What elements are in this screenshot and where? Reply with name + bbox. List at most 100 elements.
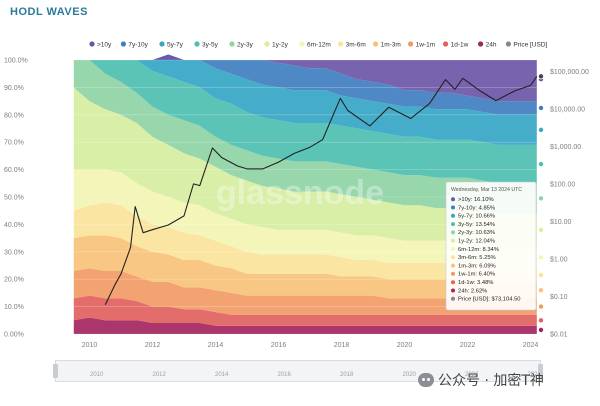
legend-label-gt10y: >10y	[97, 41, 112, 48]
tooltip-box	[445, 181, 537, 311]
navigator-year-label: 2010	[90, 372, 104, 378]
page-title: HODL WAVES	[10, 6, 88, 18]
wave-band-m1_3	[73, 235, 537, 299]
x-tick-label: 2010	[82, 342, 98, 349]
x-tick-label: 2022	[460, 342, 476, 349]
x-tick-label: 2014	[208, 342, 224, 349]
end-marker-y1_2	[538, 226, 545, 233]
tooltip-row: 6m-12m: 8.34%	[458, 247, 499, 253]
end-marker-m3_6	[538, 272, 545, 279]
y2-tick-label: $100,000.00	[550, 69, 589, 76]
y-tick-label: 90.0%	[4, 85, 24, 92]
y2-tick-label: $1.00	[550, 256, 568, 263]
navigator-year-label: 2022	[465, 372, 479, 378]
wave-band-w1_m1	[73, 268, 537, 315]
hodl-waves-chart: >10y 7y-10y 5y-7y 3y-5y 2y-3y 1y-2y 6m-12m 3m-6…	[4, 41, 589, 349]
legend-label-m1_3: 1m-3m	[381, 41, 401, 48]
y2-tick-label: $10.00	[550, 219, 572, 226]
tooltip-row: 1w-1m: 6.40%	[458, 272, 495, 278]
wave-band-y3_5	[73, 60, 537, 184]
legend-swatch-y2_3	[229, 41, 235, 47]
legend-label-y2_3: 2y-3y	[237, 41, 254, 48]
tooltip-swatch	[451, 213, 455, 218]
wechat-watermark: 公众号 · 加密T神	[418, 370, 544, 390]
wave-band-y7_10	[73, 54, 537, 115]
y2-tick-label: $10,000.00	[550, 106, 585, 113]
y-tick-label: 70.0%	[4, 140, 24, 147]
end-marker-price	[538, 73, 545, 80]
legend-label-m3_6: 3m-6m	[346, 41, 366, 48]
legend: >10y 7y-10y 5y-7y 3y-5y 2y-3y 1y-2y 6m-12m 3m-6…	[89, 41, 548, 48]
end-marker-w1_m1	[538, 303, 545, 310]
legend-swatch-y1_2	[264, 41, 270, 47]
wave-band-y5_7	[73, 60, 537, 145]
y-tick-label: 60.0%	[4, 167, 24, 174]
end-marker-y2_3	[538, 195, 545, 202]
x-tick-label: 2020	[397, 342, 413, 349]
tooltip-swatch	[451, 247, 455, 251]
tooltip-row: 5y-7y: 10.66%	[458, 214, 495, 220]
legend-swatch-y7_10	[120, 41, 126, 47]
y2-tick-label: $1,000.00	[550, 144, 581, 151]
end-marker-d1_w1	[538, 317, 545, 324]
tooltip-row: 1y-2y: 12.04%	[458, 239, 495, 245]
series-end-markers	[538, 73, 545, 333]
end-marker-m1_3	[538, 287, 545, 294]
legend-label-m6_12: 6m-12m	[307, 41, 331, 48]
legend-swatch-gt10y	[89, 41, 95, 47]
tooltip-row: 2y-3y: 10.63%	[458, 230, 495, 236]
x-axis: 2010 2012 2014 2016 2018 2020 2022 2024	[82, 342, 539, 349]
tooltip-swatch	[451, 296, 455, 301]
end-marker-y7_10	[538, 104, 545, 111]
tooltip-row: 24h: 2.62%	[458, 288, 487, 294]
x-tick-label: 2016	[271, 342, 287, 349]
tooltip-swatch	[451, 263, 455, 268]
legend-swatch-h24	[478, 41, 484, 47]
y-axis-right: $0.01 $0.10 $1.00 $10.00 $100.00 $1,000.00 $10…	[550, 69, 589, 339]
legend-label-price: Price [USD]	[513, 41, 547, 48]
y-tick-label: 0.00%	[4, 332, 24, 339]
legend-swatch-d1_w1	[443, 41, 449, 47]
navigator-years: 2010 2012 2014 2016 2018 2020 2022 2024	[56, 361, 541, 381]
end-marker-y5_7	[538, 126, 545, 133]
end-marker-h24	[538, 326, 545, 333]
price-line	[104, 76, 538, 306]
navigator-year-label: 2020	[402, 372, 416, 378]
tooltip-swatch	[451, 238, 455, 243]
legend-label-h24: 24h	[486, 41, 497, 48]
navigator-handle-left[interactable]	[53, 364, 58, 378]
legend-swatch-m1_3	[373, 41, 379, 47]
x-tick-label: 2024	[523, 342, 539, 349]
legend-label-w1_m1: 1w-1m	[416, 41, 436, 48]
y2-tick-label: $0.01	[550, 332, 568, 339]
tooltip-swatch	[451, 222, 455, 227]
glassnode-watermark: glassnode	[216, 174, 384, 212]
price-line-layer	[104, 76, 538, 306]
navigator-year-label: 2012	[152, 372, 166, 378]
y-tick-label: 50.0%	[4, 195, 24, 202]
tooltip-row: Price [USD]: $73,104.50	[458, 297, 521, 303]
wechat-icon	[418, 373, 434, 387]
tooltip-row: 1m-3m: 6.09%	[458, 263, 496, 269]
legend-swatch-price	[505, 41, 511, 47]
tooltip-row: 3y-5y: 13.54%	[458, 222, 495, 228]
hodl-waves-area	[73, 54, 537, 334]
tooltip-swatch	[451, 271, 455, 276]
legend-label-y5_7: 5y-7y	[167, 41, 184, 48]
navigator-handle-right[interactable]	[538, 364, 543, 378]
tooltip-swatch	[451, 197, 455, 202]
end-marker-y3_5	[538, 161, 545, 168]
navigator-year-label: 2014	[215, 372, 229, 378]
legend-swatch-y5_7	[159, 41, 165, 47]
tooltip-swatch	[451, 288, 455, 293]
tooltip-swatch	[451, 280, 455, 285]
y2-tick-label: $0.10	[550, 294, 568, 301]
tooltip-row: 7y-10y: 4.85%	[458, 205, 495, 211]
wechat-watermark-text: 公众号 · 加密T神	[438, 373, 544, 389]
legend-label-y3_5: 3y-5y	[202, 41, 219, 48]
tooltip-date: Wednesday, Mar 13 2024 UTC	[451, 187, 522, 193]
chart-card: >10y 7y-10y 5y-7y 3y-5y 2y-3y 1y-2y 6m-12m 3m-6…	[0, 22, 600, 352]
wave-band-gt10y	[73, 54, 537, 102]
tooltip-swatch	[451, 205, 455, 210]
tooltip-row: 3m-6m: 5.25%	[458, 255, 496, 261]
